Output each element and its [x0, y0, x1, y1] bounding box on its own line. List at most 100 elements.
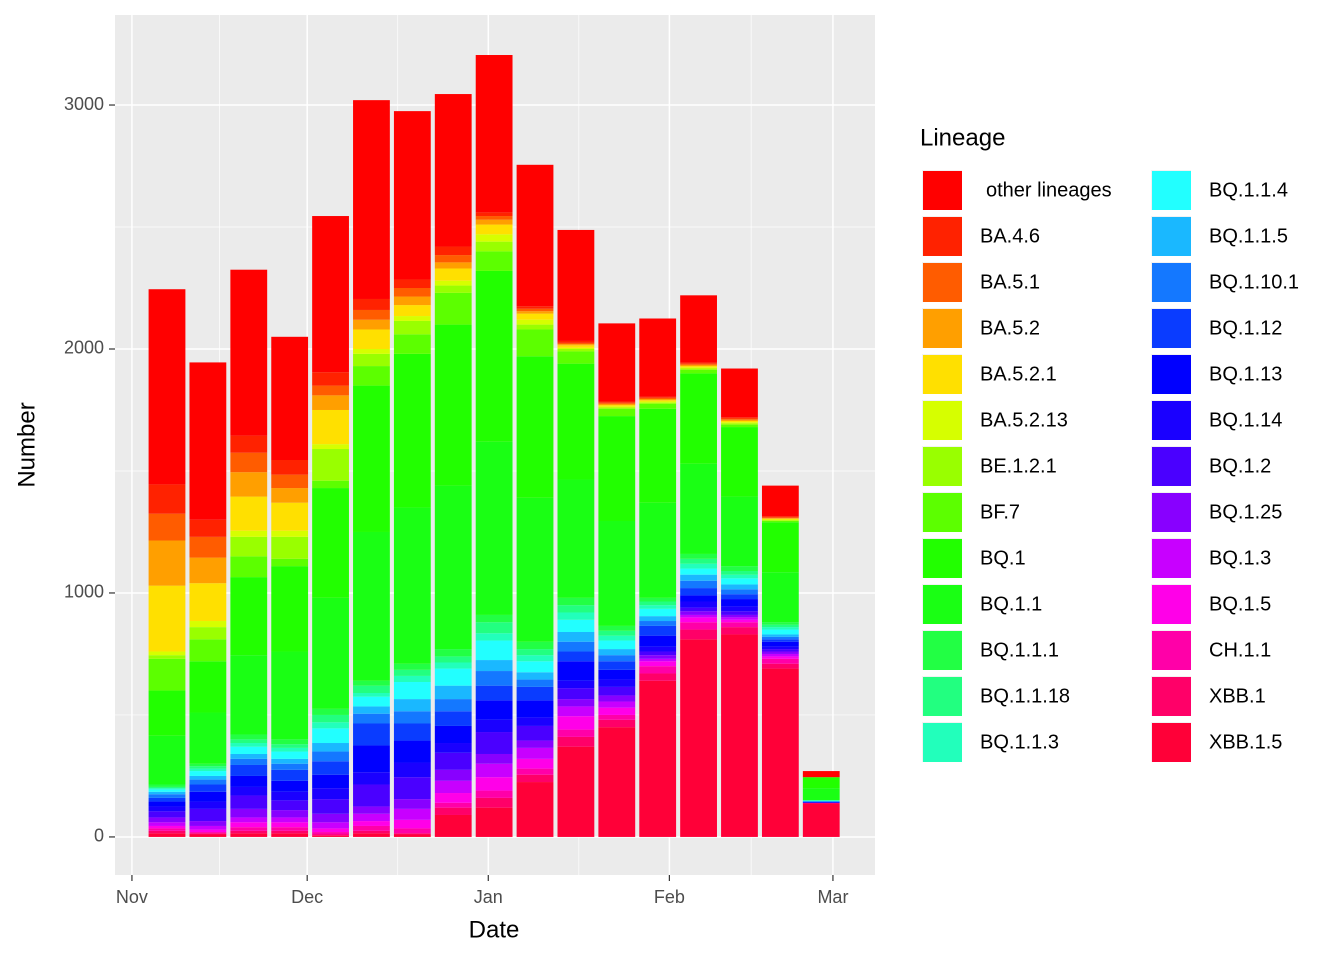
bar-segment: [598, 407, 636, 409]
bar-segment: [230, 822, 268, 828]
legend-swatch: [1152, 355, 1191, 394]
bar-segment: [353, 713, 390, 724]
bar-segment: [680, 362, 717, 364]
legend-swatch: [923, 447, 962, 486]
bar-segment: [148, 735, 186, 785]
legend-label: BQ.1.14: [1209, 409, 1282, 431]
bar-segment: [393, 762, 431, 778]
bar-segment: [639, 601, 677, 606]
bar-segment: [639, 658, 677, 662]
bar-segment: [557, 597, 595, 606]
legend-label: XBB.1.5: [1209, 731, 1282, 753]
bar-segment: [393, 833, 431, 835]
bar-segment: [639, 402, 677, 404]
bar-segment: [639, 400, 677, 402]
legend-swatch: [923, 677, 962, 716]
bar-segment: [475, 622, 513, 634]
bar-segment: [434, 807, 472, 815]
bar-segment: [393, 834, 431, 837]
bar-segment: [271, 739, 309, 745]
bar-segment: [598, 686, 636, 696]
bar-segment: [516, 782, 554, 837]
bar-segment: [434, 769, 472, 781]
bar-segment: [721, 368, 758, 418]
bar-segment: [353, 696, 390, 707]
bar-segment: [721, 417, 758, 419]
bar-segment: [721, 419, 758, 421]
legend-swatch: [923, 631, 962, 670]
bar-segment: [189, 639, 227, 662]
bar-segment: [434, 246, 472, 256]
bar-segment: [393, 507, 431, 664]
bar-segment: [475, 763, 513, 778]
bar-segment: [271, 827, 309, 831]
bar-segment: [189, 791, 227, 802]
bar-segment: [598, 695, 636, 702]
bar-segment: [475, 216, 513, 220]
bar-segment: [475, 777, 513, 791]
bar-segment: [557, 699, 595, 707]
legend-swatch: [1152, 309, 1191, 348]
bar-segment: [434, 485, 472, 650]
bar-segment: [230, 435, 268, 453]
bar-segment: [761, 658, 799, 664]
legend-label: BA.5.2: [980, 317, 1040, 339]
bar-segment: [434, 268, 472, 281]
bar-segment: [312, 761, 349, 775]
bar-segment: [721, 423, 758, 425]
bar-segment: [761, 641, 799, 647]
x-axis-title: Date: [469, 916, 520, 943]
bar-segment: [353, 825, 390, 831]
bar-segment: [312, 832, 349, 835]
bar-segment: [639, 597, 677, 602]
bar-segment: [680, 463, 717, 554]
bar-segment: [721, 566, 758, 572]
bar-segment: [598, 402, 636, 404]
bar-segment: [557, 706, 595, 717]
bar-segment: [516, 306, 554, 309]
bar-segment: [802, 804, 840, 837]
x-tick-label: Nov: [116, 887, 148, 907]
bar-segment: [639, 396, 677, 398]
bar-segment: [475, 234, 513, 242]
legend-label: BF.7: [980, 501, 1020, 523]
bar-segment: [353, 309, 390, 320]
bar-segment: [271, 460, 309, 475]
bar-segment: [434, 656, 472, 663]
bar-segment: [271, 780, 309, 792]
bar-segment: [434, 292, 472, 325]
legend-label: BQ.1.1.5: [1209, 225, 1288, 247]
legend-label: BE.1.2.1: [980, 455, 1057, 477]
bar-segment: [516, 768, 554, 775]
bar-segment: [802, 800, 840, 802]
bar-segment: [148, 825, 186, 829]
bar-segment: [516, 311, 554, 314]
bar-segment: [721, 627, 758, 635]
bar-segment: [598, 701, 636, 708]
bar-segment: [393, 819, 431, 829]
bar-segment: [761, 517, 799, 519]
bar-segment: [271, 758, 309, 764]
legend-label: BQ.1.13: [1209, 363, 1282, 385]
bar-segment: [639, 397, 677, 400]
bar-segment: [598, 323, 636, 402]
bar-segment: [721, 420, 758, 423]
bar-segment: [680, 617, 717, 623]
bar-segment: [434, 725, 472, 744]
bar-segment: [761, 624, 799, 628]
bar-segment: [761, 639, 799, 642]
bar-segment: [557, 661, 595, 681]
bar-segment: [148, 789, 186, 792]
bar-segment: [393, 723, 431, 741]
bar-segment: [312, 488, 349, 598]
bar-segment: [189, 536, 227, 558]
bar-segment: [598, 719, 636, 728]
bar-segment: [680, 366, 717, 368]
x-tick-label: Mar: [817, 887, 848, 907]
bar-segment: [680, 588, 717, 596]
bar-segment: [557, 641, 595, 652]
bar-segment: [516, 774, 554, 783]
bar-segment: [475, 270, 513, 442]
bar-segment: [434, 255, 472, 263]
